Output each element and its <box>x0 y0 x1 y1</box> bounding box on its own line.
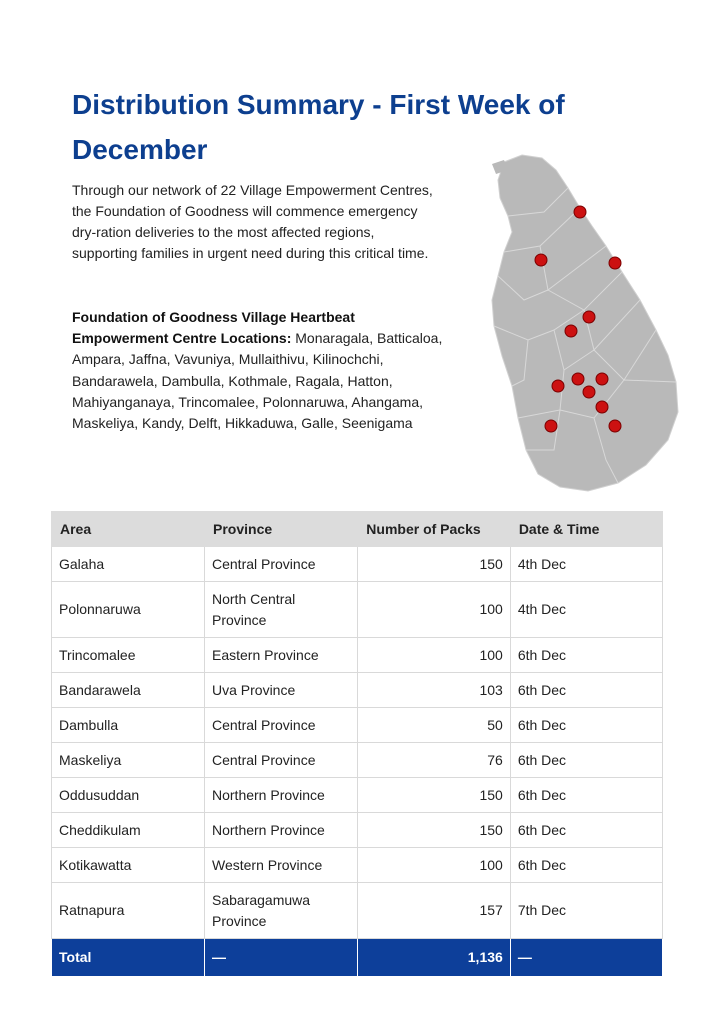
distribution-table: Area Province Number of Packs Date & Tim… <box>51 511 664 977</box>
header-area: Area <box>51 511 205 547</box>
cell-date: 6th Dec <box>509 777 664 813</box>
table-row: Trincomalee Eastern Province 100 6th Dec <box>51 637 664 673</box>
map-marker <box>573 205 587 219</box>
map-marker <box>534 253 548 267</box>
cell-province: North Central Province <box>203 581 359 638</box>
cell-date: 4th Dec <box>509 546 664 582</box>
cell-area: Dambulla <box>51 707 205 743</box>
cell-area: Polonnaruwa <box>51 581 205 638</box>
cell-packs: 103 <box>357 672 511 708</box>
cell-date: 7th Dec <box>509 882 664 939</box>
cell-date: 6th Dec <box>509 637 664 673</box>
table-row: Dambulla Central Province 50 6th Dec <box>51 707 664 743</box>
cell-packs: 150 <box>357 812 511 848</box>
total-province: — <box>203 938 359 977</box>
intro-paragraph: Through our network of 22 Village Empowe… <box>72 182 433 261</box>
map-marker <box>595 400 609 414</box>
map-marker <box>582 310 596 324</box>
cell-province: Northern Province <box>203 812 359 848</box>
map-marker <box>595 372 609 386</box>
table-header-row: Area Province Number of Packs Date & Tim… <box>51 511 664 547</box>
cell-date: 6th Dec <box>509 847 664 883</box>
cell-province: Central Province <box>203 742 359 778</box>
total-label: Total <box>51 938 205 977</box>
cell-area: Galaha <box>51 546 205 582</box>
header-province: Province <box>203 511 359 547</box>
cell-province: Central Province <box>203 707 359 743</box>
table-row: Ratnapura Sabaragamuwa Province 157 7th … <box>51 882 664 939</box>
header-date: Date & Time <box>509 511 664 547</box>
cell-date: 4th Dec <box>509 581 664 638</box>
cell-date: 6th Dec <box>509 812 664 848</box>
table-row: Kotikawatta Western Province 100 6th Dec <box>51 847 664 883</box>
locations-heading: Foundation of Goodness Village Heartbeat… <box>72 309 355 347</box>
locations-paragraph: Foundation of Goodness Village Heartbeat… <box>72 307 447 434</box>
cell-packs: 150 <box>357 546 511 582</box>
map-marker <box>544 419 558 433</box>
table-row: Polonnaruwa North Central Province 100 4… <box>51 581 664 638</box>
map-district-borders <box>493 187 677 484</box>
cell-province: Uva Province <box>203 672 359 708</box>
cell-area: Bandarawela <box>51 672 205 708</box>
table-row: Oddusuddan Northern Province 150 6th Dec <box>51 777 664 813</box>
table-row: Maskeliya Central Province 76 6th Dec <box>51 742 664 778</box>
cell-area: Cheddikulam <box>51 812 205 848</box>
locations-list: Monaragala, Batticaloa, Ampara, Jaffna, … <box>72 330 443 432</box>
cell-packs: 76 <box>357 742 511 778</box>
total-row: Total — 1,136 — <box>51 938 664 977</box>
map-marker <box>608 256 622 270</box>
cell-area: Maskeliya <box>51 742 205 778</box>
cell-province: Western Province <box>203 847 359 883</box>
cell-packs: 100 <box>357 847 511 883</box>
page-title: Distribution Summary - First Week of Dec… <box>72 89 565 165</box>
cell-province: Northern Province <box>203 777 359 813</box>
map-marker <box>608 419 622 433</box>
sri-lanka-map <box>491 154 679 492</box>
cell-area: Trincomalee <box>51 637 205 673</box>
table-row: Galaha Central Province 150 4th Dec <box>51 546 664 582</box>
table-row: Cheddikulam Northern Province 150 6th De… <box>51 812 664 848</box>
cell-province: Central Province <box>203 546 359 582</box>
map-markers <box>534 205 622 433</box>
total-date: — <box>509 938 664 977</box>
cell-area: Ratnapura <box>51 882 205 939</box>
cell-packs: 50 <box>357 707 511 743</box>
cell-area: Kotikawatta <box>51 847 205 883</box>
cell-packs: 157 <box>357 882 511 939</box>
header-packs: Number of Packs <box>357 511 511 547</box>
map-marker <box>582 385 596 399</box>
cell-area: Oddusuddan <box>51 777 205 813</box>
cell-province: Sabaragamuwa Province <box>203 882 359 939</box>
cell-date: 6th Dec <box>509 672 664 708</box>
total-packs: 1,136 <box>357 938 511 977</box>
cell-packs: 100 <box>357 637 511 673</box>
cell-date: 6th Dec <box>509 742 664 778</box>
cell-date: 6th Dec <box>509 707 664 743</box>
map-marker <box>571 372 585 386</box>
table-row: Bandarawela Uva Province 103 6th Dec <box>51 672 664 708</box>
map-land <box>491 154 679 492</box>
map-marker <box>551 379 565 393</box>
cell-province: Eastern Province <box>203 637 359 673</box>
cell-packs: 150 <box>357 777 511 813</box>
cell-packs: 100 <box>357 581 511 638</box>
map-marker <box>564 324 578 338</box>
